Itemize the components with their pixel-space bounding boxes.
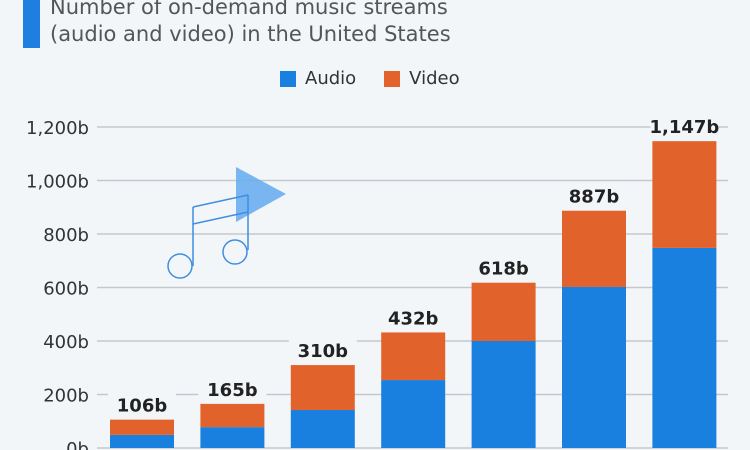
- bar-segment-video: [562, 210, 626, 287]
- data-label-background: [108, 392, 176, 417]
- data-label-background: [560, 183, 628, 208]
- data-label-background: [379, 305, 448, 330]
- subtitle-line-2: (audio and video) in the United States: [50, 22, 451, 46]
- y-tick-label: 400b: [43, 332, 89, 353]
- data-label: 165b: [207, 380, 258, 401]
- chart-subtitle: Number of on-demand music streams (audio…: [50, 0, 451, 48]
- subtitle-line-1: Number of on-demand music streams: [50, 0, 448, 19]
- title-accent-bar: [23, 0, 40, 48]
- bar-segment-video: [652, 141, 717, 248]
- legend-label-video: Video: [409, 68, 460, 89]
- y-tick-label: 800b: [43, 225, 89, 246]
- y-tick-label: 200b: [43, 386, 89, 407]
- bar-segment-audio: [200, 427, 265, 448]
- data-label: 106b: [117, 396, 168, 417]
- bar-segment-audio: [110, 434, 174, 448]
- data-label: 1,147b: [649, 117, 719, 138]
- data-label-background: [198, 376, 267, 401]
- bar-segment-video: [381, 332, 446, 381]
- bar-segment-audio: [471, 341, 536, 448]
- data-label: 887b: [569, 187, 620, 208]
- data-label: 310b: [298, 341, 349, 362]
- bar-segment-audio: [381, 380, 446, 448]
- data-label: 618b: [478, 259, 529, 280]
- y-tick-label: 600b: [43, 279, 89, 300]
- legend: Audio Video: [280, 68, 460, 89]
- bar-segment-video: [471, 282, 536, 341]
- data-label: 432b: [388, 308, 439, 329]
- bar-segment-video: [110, 419, 174, 435]
- data-label-background: [288, 338, 357, 363]
- bar-segment-audio: [562, 286, 626, 448]
- bar-segment-video: [200, 403, 265, 428]
- bar-segment-audio: [290, 410, 355, 448]
- data-label-background: [469, 255, 538, 280]
- bar-segment-audio: [652, 247, 717, 448]
- y-tick-label: 1,200b: [26, 118, 89, 139]
- y-tick-label: 1,000b: [26, 172, 89, 193]
- y-tick-label: 0b: [66, 439, 89, 450]
- legend-item-audio: Audio: [280, 68, 356, 89]
- data-label-background: [650, 114, 719, 139]
- bar-segment-video: [290, 365, 355, 411]
- legend-label-audio: Audio: [305, 68, 357, 89]
- legend-item-video: Video: [384, 68, 460, 89]
- legend-swatch-audio: [280, 70, 296, 87]
- legend-swatch-video: [384, 70, 401, 87]
- music-note-play-icon: [167, 167, 286, 279]
